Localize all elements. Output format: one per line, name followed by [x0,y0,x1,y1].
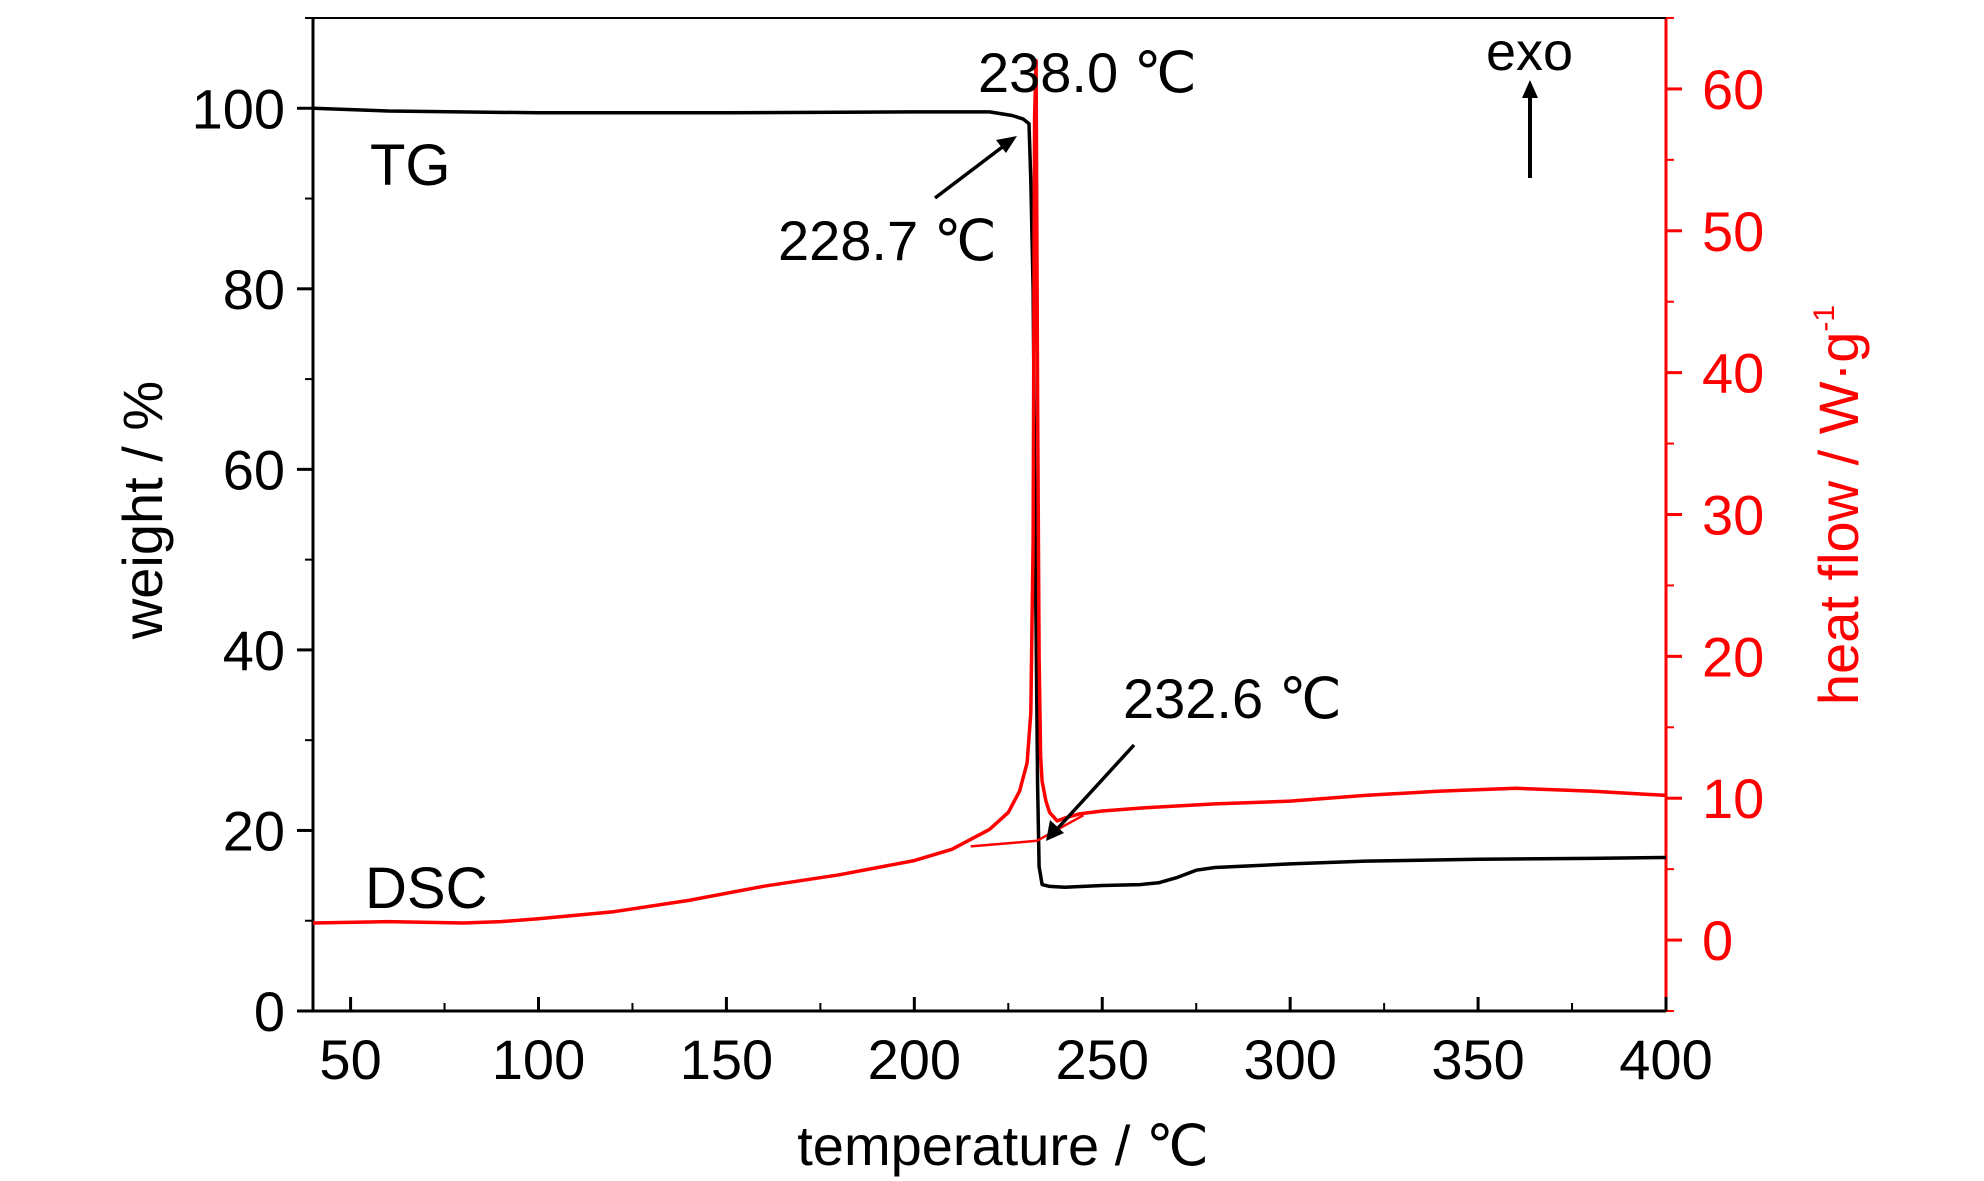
y-left-tick-label: 20 [223,799,285,862]
x-axis-label: temperature / ℃ [797,1114,1209,1177]
y-left-tick-label: 80 [223,258,285,321]
arrow-232-6 [1046,743,1136,841]
x-tick-label: 150 [680,1028,773,1091]
y-left-tick-label: 0 [254,980,285,1043]
x-ticks: 50 100 150 200 250 300 350 400 [319,997,1713,1091]
y-left-ticks: 0 20 40 60 80 100 [192,17,313,1043]
arrow-228-7 [933,136,1017,200]
y-left-tick-label: 60 [223,438,285,501]
annotation-228-7: 228.7 ℃ [778,209,997,272]
x-tick-label: 50 [319,1028,381,1091]
series-group [312,58,1667,925]
y-right-tick-label: 60 [1702,58,1764,121]
x-tick-label: 200 [868,1028,961,1091]
annotation-232-6: 232.6 ℃ [1123,667,1342,730]
y-right-label-text: heat flow / W·g [1807,332,1870,705]
x-tick-label: 250 [1056,1028,1149,1091]
exo-label: exo [1486,22,1573,82]
y-right-tick-label: 0 [1702,909,1733,972]
tg-label: TG [370,133,451,198]
x-tick-label: 300 [1243,1028,1336,1091]
y-left-tick-label: 100 [192,77,285,140]
x-tick-label: 400 [1619,1028,1712,1091]
dsc-baseline-curve [970,814,1085,848]
exo-arrow [1522,80,1538,178]
y-right-tick-label: 10 [1702,767,1764,830]
dsc-curve [312,58,1667,925]
x-tick-label: 100 [492,1028,585,1091]
y-right-tick-label: 20 [1702,625,1764,688]
annotation-238-0: 238.0 ℃ [978,41,1197,104]
svg-text:heat flow / W·g-1: heat flow / W·g-1 [1807,305,1870,705]
y-right-tick-label: 40 [1702,342,1764,405]
y-left-tick-label: 40 [223,619,285,682]
y-right-ticks: 0 10 20 30 40 50 60 [1666,17,1764,1012]
tg-curve [312,106,1667,890]
y-right-axis-label: heat flow / W·g-1 [1807,305,1870,705]
y-right-tick-label: 50 [1702,200,1764,263]
y-right-label-superscript: -1 [1808,305,1841,332]
x-tick-label: 350 [1431,1028,1524,1091]
dsc-label: DSC [365,856,487,921]
y-left-axis-label: weight / % [111,381,174,640]
y-right-tick-label: 30 [1702,484,1764,547]
